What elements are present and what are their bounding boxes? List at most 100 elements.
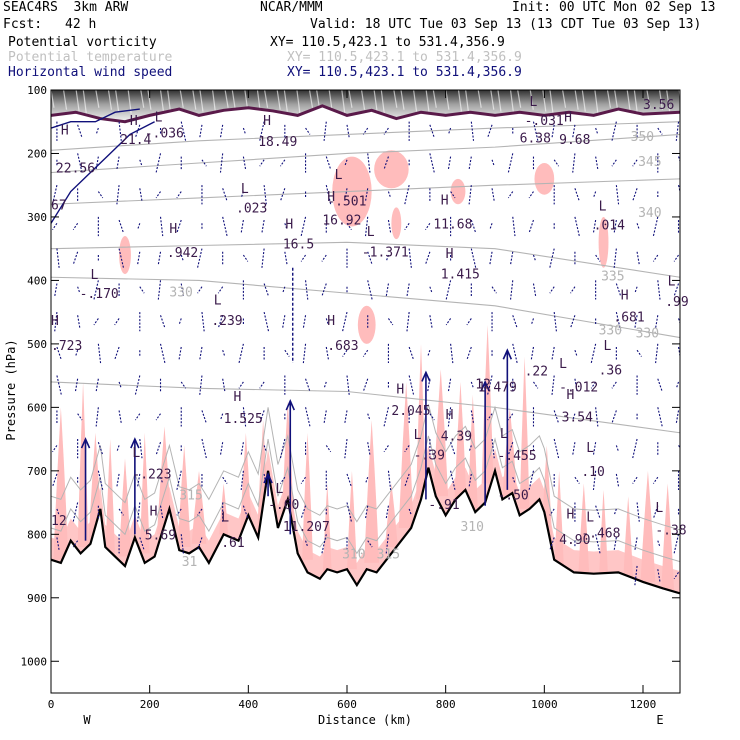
wind-vector <box>675 381 680 389</box>
pv-blob <box>374 150 409 189</box>
wind-vector <box>325 318 330 326</box>
wind-vector <box>199 346 203 360</box>
wind-vector <box>590 343 597 364</box>
updraft-arrowhead <box>502 348 513 360</box>
wind-vector <box>572 124 576 138</box>
pv-blob <box>357 305 376 344</box>
wind-vector <box>157 280 162 300</box>
wind-vector <box>551 375 555 395</box>
wind-vector <box>429 315 433 329</box>
wind-vector <box>549 508 555 516</box>
wind-vector <box>507 442 514 456</box>
contour-annotation: 310 <box>342 547 365 562</box>
pv-tropopause-contour <box>51 104 680 124</box>
theta-contour <box>51 178 680 205</box>
y-tick-label: 600 <box>27 401 47 414</box>
wind-vector <box>447 378 452 392</box>
wind-vector <box>677 185 680 195</box>
wind-vector <box>404 445 410 453</box>
wind-vector <box>632 188 638 202</box>
wind-vector <box>572 442 576 456</box>
wind-vector <box>673 572 679 580</box>
wind-vector <box>279 476 286 484</box>
stratosphere-streak <box>413 90 418 112</box>
stratosphere-streak <box>159 90 165 112</box>
stratosphere-streak <box>529 90 534 110</box>
x-tick-label: 400 <box>238 698 258 711</box>
stratosphere-streak <box>107 90 113 110</box>
stratosphere-streak <box>211 90 217 114</box>
wind-vector <box>595 505 601 519</box>
x-tick-label: 600 <box>337 698 357 711</box>
contour-annotation: -.031 <box>525 114 564 129</box>
wind-vector <box>611 381 617 389</box>
stratosphere-streak <box>296 90 301 114</box>
wind-vector <box>305 378 311 392</box>
wind-vector <box>655 315 659 329</box>
contour-annotation: -.91 <box>428 498 459 513</box>
stratosphere-streak <box>490 90 495 110</box>
contour-annotation: -.036 <box>145 127 184 142</box>
wind-vector <box>553 410 560 424</box>
wind-vector <box>95 378 99 392</box>
stratosphere-streak <box>348 90 353 108</box>
wind-vector <box>201 159 207 167</box>
wind-vector <box>178 346 182 360</box>
wind-vector <box>615 473 620 487</box>
contour-annotation: H <box>234 390 242 405</box>
wind-vector <box>549 537 555 551</box>
stratosphere-streak <box>115 90 120 112</box>
wind-vector <box>387 191 392 199</box>
wind-vector <box>636 502 640 522</box>
wind-vector <box>532 254 537 262</box>
legend-pv-name: Potential vorticity <box>8 35 157 50</box>
wind-vector <box>72 540 79 548</box>
wind-vector <box>137 223 141 230</box>
theta-contour <box>51 241 680 278</box>
wind-vector <box>466 318 472 326</box>
wind-vector <box>387 219 392 233</box>
contour-annotation: H <box>446 408 454 423</box>
wind-vector <box>97 442 104 456</box>
wind-vector <box>450 191 456 199</box>
wind-vector <box>77 413 83 421</box>
stratosphere-streak <box>224 90 229 108</box>
wind-vector <box>155 191 161 199</box>
wind-vector <box>325 445 332 453</box>
contour-annotation: 3.54 <box>562 410 593 425</box>
wind-vector <box>406 283 410 297</box>
wind-vector <box>636 349 642 357</box>
wind-vector <box>367 280 373 300</box>
contour-annotation: .723 <box>51 339 82 354</box>
theta-contour <box>51 404 680 531</box>
wind-vector <box>549 286 555 294</box>
contour-annotation: H <box>327 190 335 205</box>
pv-shading <box>302 432 313 560</box>
wind-vector <box>383 156 389 170</box>
wind-vector <box>673 254 679 262</box>
wind-vector <box>528 219 535 234</box>
wind-vector <box>137 473 141 487</box>
wind-vector <box>238 343 244 364</box>
wind-vector <box>344 159 348 167</box>
wind-vector <box>97 191 104 199</box>
stratosphere-streak <box>542 90 547 112</box>
contour-annotation: .239 <box>211 314 242 329</box>
contour-annotation: .22 <box>525 365 548 380</box>
contour-annotation: L <box>586 441 594 456</box>
wind-vector <box>364 188 369 202</box>
wind-vector <box>450 343 454 364</box>
terrain-fill <box>51 467 680 693</box>
wind-vector <box>95 156 99 170</box>
wind-vector <box>134 413 141 421</box>
contour-annotation: H <box>567 388 575 403</box>
wind-vector <box>197 508 203 516</box>
wind-vector <box>468 473 472 487</box>
y-tick-label: 700 <box>27 465 47 478</box>
wind-vector <box>238 381 244 389</box>
wind-vector <box>344 188 348 202</box>
wind-vector <box>404 222 410 230</box>
wind-vector <box>242 156 247 170</box>
wind-vector <box>424 251 431 265</box>
wind-vector <box>530 346 535 360</box>
